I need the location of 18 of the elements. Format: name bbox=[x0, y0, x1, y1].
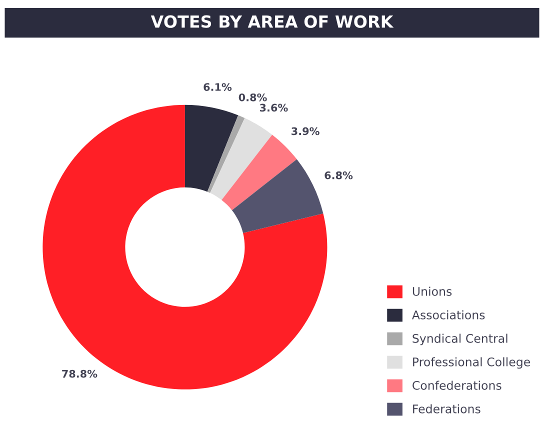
data-label: 78.8% bbox=[62, 370, 98, 378]
data-label: 6.1% bbox=[204, 83, 232, 91]
donut-slice bbox=[184, 104, 238, 192]
data-label: 3.9% bbox=[292, 127, 320, 136]
donut-slice bbox=[232, 159, 324, 234]
data-label: 6.8% bbox=[324, 171, 353, 180]
legend-label: Syndical Central bbox=[412, 334, 508, 346]
chart-title: VOTES BY AREA OF WORK bbox=[150, 15, 394, 28]
data-label: 3.6% bbox=[260, 104, 288, 112]
legend-label: Associations bbox=[412, 310, 485, 320]
donut-slice bbox=[222, 134, 297, 210]
legend-label: Professional College bbox=[413, 357, 530, 369]
legend-label: Unions bbox=[412, 286, 452, 296]
donut-slice bbox=[207, 115, 245, 193]
legend-label: Federations bbox=[413, 404, 480, 414]
donut-slice bbox=[210, 118, 272, 200]
data-label: 0.8% bbox=[238, 93, 267, 102]
legend-label: Confederations bbox=[412, 380, 502, 390]
